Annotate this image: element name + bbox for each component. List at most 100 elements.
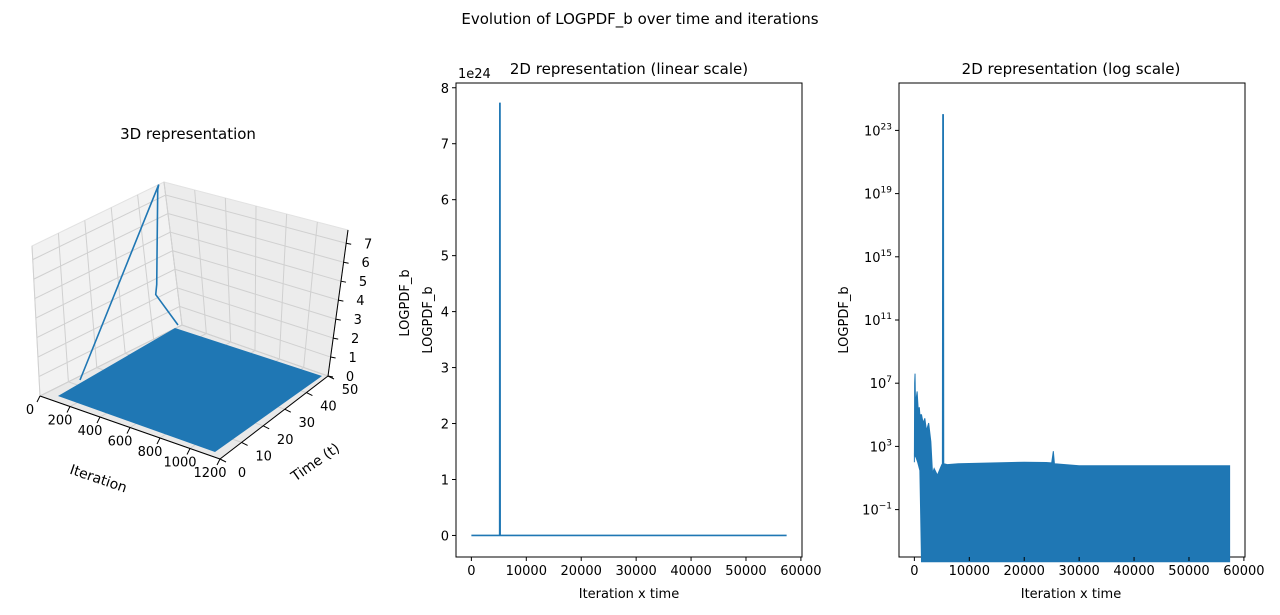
y-tick-3d xyxy=(219,458,227,463)
x-tick-3d xyxy=(216,458,221,466)
y-tick-label: 1 xyxy=(441,473,449,488)
z-tick-label-3d: 3 xyxy=(354,313,362,328)
x-tick-label-3d: 400 xyxy=(78,424,103,439)
x-tick-3d xyxy=(36,395,41,403)
x-tick-label-3d: 800 xyxy=(138,445,163,460)
z-tick-3d xyxy=(338,299,344,302)
panel-log-title: 2D representation (log scale) xyxy=(962,60,1181,78)
y-tick-3d xyxy=(241,441,248,446)
y-axis-label-linear: LOGPDF_b xyxy=(421,286,436,353)
grid-line xyxy=(57,233,69,382)
y-tick-label: 107 xyxy=(870,375,892,392)
surface xyxy=(58,328,322,452)
z-tick-3d xyxy=(335,318,341,321)
grid-line xyxy=(254,205,257,351)
grid-line xyxy=(137,194,155,340)
x-tick-label: 10000 xyxy=(506,564,547,579)
z-tick-3d xyxy=(327,375,334,378)
grid-line xyxy=(278,213,288,360)
y-tick-3d xyxy=(306,392,313,397)
z-tick-label-3d: 4 xyxy=(356,294,364,309)
x-axis-label-log: Iteration x time xyxy=(1021,587,1121,602)
y-tick-label: 3 xyxy=(441,362,449,377)
grid-line xyxy=(224,197,232,343)
y-tick-label: 1011 xyxy=(864,312,892,329)
x-tick-label: 60000 xyxy=(780,564,821,579)
z-tick-label-3d: 6 xyxy=(361,256,369,271)
x-tick-3d xyxy=(126,427,131,434)
ticks-linear: 0 10000 20000 30000 40000 50000 60000 0 1 2 3 4 5 6 7 8 xyxy=(441,82,822,579)
y-axis-line-3d xyxy=(219,375,329,460)
y-tick-label: 4 xyxy=(441,306,449,321)
panel-linear: 2D representation (linear scale) 1e24 0 1… xyxy=(398,60,822,602)
grid-line xyxy=(303,221,318,368)
x-axis-label-3d: Iteration xyxy=(68,462,129,496)
x-tick-label: 0 xyxy=(467,564,475,579)
x-tick-label: 0 xyxy=(910,564,918,579)
y-tick-label-3d: 40 xyxy=(320,400,337,415)
x-tick-label-3d: 1200 xyxy=(193,466,226,481)
z-tick-3d xyxy=(343,261,349,264)
x-tick-3d xyxy=(186,448,191,455)
y-axis-label-log: LOGPDF_b xyxy=(837,286,852,353)
y-tick-label: 0 xyxy=(441,529,449,544)
y-tick-label-3d: 10 xyxy=(255,449,272,464)
x-tick-label: 30000 xyxy=(615,564,656,579)
grid-line xyxy=(37,287,334,358)
y-tick-label: 2 xyxy=(441,418,449,433)
grid-line xyxy=(39,324,329,397)
y-tick-label-3d: 30 xyxy=(299,416,316,431)
grid-line xyxy=(110,207,126,354)
grid-line xyxy=(36,268,336,339)
panel-log: 2D representation (log scale) 0 10000 2000… xyxy=(837,60,1265,602)
x-tick-label: 20000 xyxy=(561,564,602,579)
z-axis-line-3d xyxy=(327,229,349,377)
y-tick-label: 8 xyxy=(441,82,449,97)
x-tick-label-3d: 200 xyxy=(48,414,73,429)
panel-linear-title: 2D representation (linear scale) xyxy=(510,60,748,78)
y-tick-label-3d: 0 xyxy=(238,466,246,481)
x-tick-label: 40000 xyxy=(670,564,711,579)
x-tick-label: 60000 xyxy=(1223,564,1264,579)
grid-line xyxy=(33,213,344,280)
y-tick-label: 5 xyxy=(441,250,449,265)
x-axis-label-linear: Iteration x time xyxy=(579,587,679,602)
x-tick-label: 30000 xyxy=(1058,564,1099,579)
x-tick-label: 40000 xyxy=(1113,564,1154,579)
y-tick-label: 7 xyxy=(441,138,449,153)
x-tick-label: 50000 xyxy=(1168,564,1209,579)
offset-text: 1e24 xyxy=(458,67,491,82)
x-tick-label: 10000 xyxy=(949,564,990,579)
x-tick-3d xyxy=(156,437,161,445)
ticks-log: 0 10000 20000 30000 40000 50000 60000 10−1 103 10… xyxy=(862,122,1264,579)
grid-line xyxy=(194,189,207,334)
grid-line xyxy=(32,194,347,261)
grid-line xyxy=(38,305,331,377)
z-tick-label-3d: 0 xyxy=(346,370,354,385)
y-tick-label: 1023 xyxy=(864,122,892,139)
z-tick-label-3d: 5 xyxy=(359,275,367,290)
x-tick-label: 50000 xyxy=(725,564,766,579)
y-tick-3d xyxy=(284,408,292,413)
grid-line xyxy=(31,245,41,397)
y-axis-label-3d: Time (t) xyxy=(288,440,343,485)
y-tick-label-3d: 20 xyxy=(277,433,294,448)
z-tick-label-3d: 2 xyxy=(351,332,359,347)
x-tick-label-3d: 0 xyxy=(26,403,34,418)
y-tick-label: 1015 xyxy=(864,249,892,266)
z-tick-3d xyxy=(330,356,336,359)
panel-3d-title: 3D representation xyxy=(120,125,256,143)
series-line-linear xyxy=(471,102,787,537)
x-tick-label: 20000 xyxy=(1004,564,1045,579)
y-tick-label: 1019 xyxy=(864,186,892,203)
x-tick-3d xyxy=(66,406,71,413)
spike-line xyxy=(79,184,179,381)
z-tick-label-3d: 7 xyxy=(364,237,372,252)
z-tick-3d xyxy=(346,242,352,245)
y-tick-label: 103 xyxy=(870,438,892,455)
y-tick-3d xyxy=(262,425,270,430)
x-tick-label-3d: 1000 xyxy=(163,456,196,471)
